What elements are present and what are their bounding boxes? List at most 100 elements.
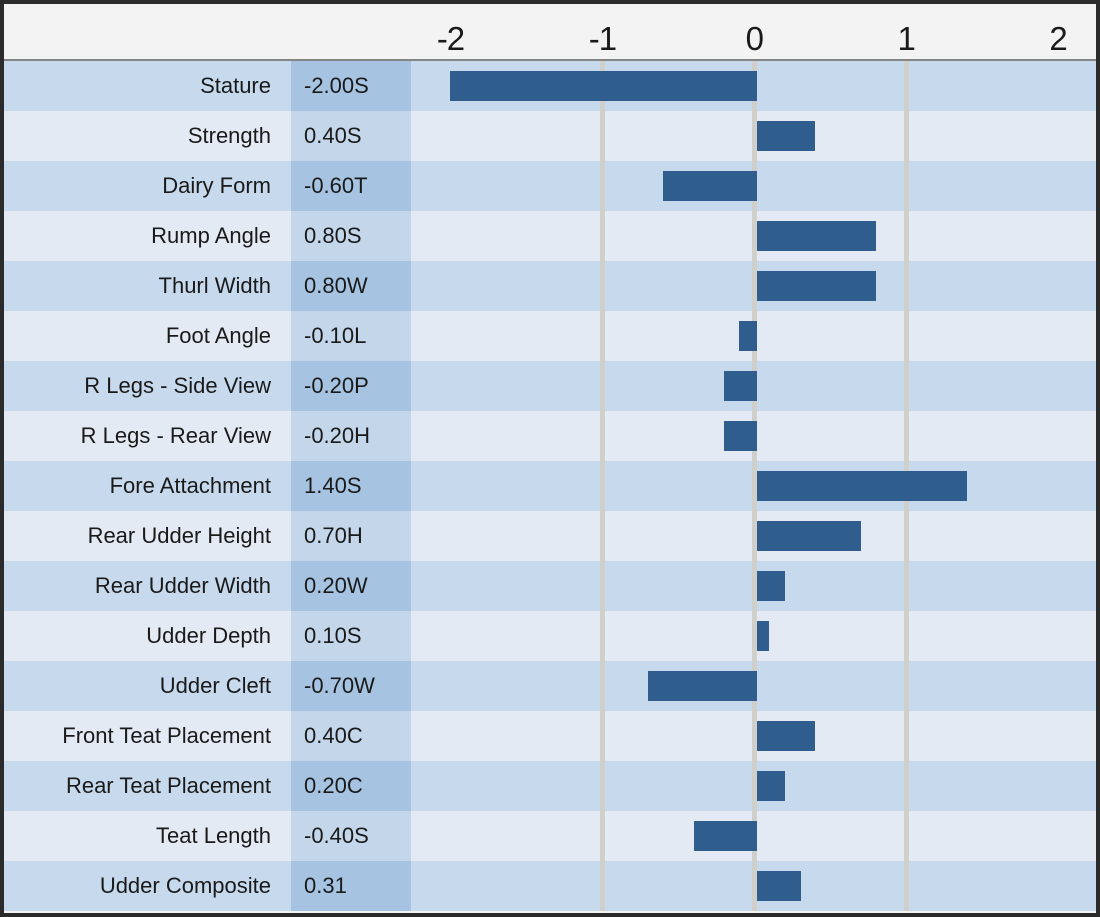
table-row: Front Teat Placement 0.40C [4, 711, 1096, 761]
gridline [903, 261, 909, 311]
trait-value-label: -0.20P [291, 361, 411, 411]
gridline [599, 461, 605, 511]
bar-track [411, 411, 1096, 461]
table-row: Strength 0.40S [4, 111, 1096, 161]
table-row: Stature -2.00S [4, 61, 1096, 111]
gridline [751, 711, 757, 761]
trait-value-label: -0.20H [291, 411, 411, 461]
table-row: Rear Udder Width 0.20W [4, 561, 1096, 611]
gridline [903, 511, 909, 561]
axis-tick-label: -2 [436, 20, 465, 57]
bar-track [411, 861, 1096, 911]
trait-bar [756, 871, 802, 901]
gridline [903, 311, 909, 361]
trait-value-label: 0.20C [291, 761, 411, 811]
table-row: Thurl Width 0.80W [4, 261, 1096, 311]
gridline [903, 561, 909, 611]
axis-tick-label: 0 [745, 20, 764, 57]
trait-bar [693, 821, 757, 851]
axis-tick-label: -1 [588, 20, 617, 57]
trait-label: R Legs - Rear View [4, 411, 291, 461]
trait-bar [756, 621, 770, 651]
table-row: Dairy Form -0.60T [4, 161, 1096, 211]
gridline [903, 711, 909, 761]
trait-label: Dairy Form [4, 161, 291, 211]
trait-bar [756, 721, 815, 751]
table-row: Rear Udder Height 0.70H [4, 511, 1096, 561]
trait-label: Udder Composite [4, 861, 291, 911]
trait-label: Teat Length [4, 811, 291, 861]
bar-track [411, 261, 1096, 311]
gridline [751, 461, 757, 511]
trait-value-label: 0.10S [291, 611, 411, 661]
gridline [751, 511, 757, 561]
trait-bar [723, 421, 757, 451]
gridline [903, 361, 909, 411]
gridline [599, 211, 605, 261]
table-row: Teat Length -0.40S [4, 811, 1096, 861]
gridline [751, 761, 757, 811]
table-row: R Legs - Side View -0.20P [4, 361, 1096, 411]
trait-bar [756, 221, 876, 251]
bar-track [411, 761, 1096, 811]
bar-track [411, 211, 1096, 261]
trait-label: Stature [4, 61, 291, 111]
axis-tick-area: -2 -1 0 1 2 [411, 4, 1096, 59]
gridline [903, 161, 909, 211]
gridline [599, 161, 605, 211]
trait-label: Rear Udder Width [4, 561, 291, 611]
bar-track [411, 711, 1096, 761]
gridline [751, 211, 757, 261]
trait-value-label: -0.10L [291, 311, 411, 361]
trait-bar [450, 71, 757, 101]
trait-value-label: 0.40S [291, 111, 411, 161]
table-row: Udder Depth 0.10S [4, 611, 1096, 661]
table-row: Rump Angle 0.80S [4, 211, 1096, 261]
trait-label: Thurl Width [4, 261, 291, 311]
bar-track [411, 111, 1096, 161]
trait-label: R Legs - Side View [4, 361, 291, 411]
gridline [599, 361, 605, 411]
trait-bar [723, 371, 757, 401]
gridline [599, 861, 605, 911]
bar-track [411, 461, 1096, 511]
trait-value-label: -0.60T [291, 161, 411, 211]
gridline [599, 661, 605, 711]
gridline [599, 261, 605, 311]
gridline [903, 811, 909, 861]
axis-tick-label: 1 [897, 20, 915, 57]
trait-label: Strength [4, 111, 291, 161]
table-row: Foot Angle -0.10L [4, 311, 1096, 361]
bar-track [411, 661, 1096, 711]
bar-track [411, 161, 1096, 211]
trait-label: Udder Depth [4, 611, 291, 661]
trait-label: Front Teat Placement [4, 711, 291, 761]
trait-value-label: -0.70W [291, 661, 411, 711]
gridline [903, 61, 909, 111]
gridline [903, 761, 909, 811]
axis-header: -2 -1 0 1 2 [4, 4, 1096, 61]
gridline [751, 261, 757, 311]
bar-track [411, 561, 1096, 611]
bar-track [411, 611, 1096, 661]
trait-value-label: -0.40S [291, 811, 411, 861]
trait-value-label: -2.00S [291, 61, 411, 111]
trait-value-label: 0.20W [291, 561, 411, 611]
trait-value-label: 0.40C [291, 711, 411, 761]
table-row: Udder Cleft -0.70W [4, 661, 1096, 711]
trait-bar [756, 471, 967, 501]
bar-track [411, 511, 1096, 561]
trait-bar [756, 521, 861, 551]
table-row: Rear Teat Placement 0.20C [4, 761, 1096, 811]
gridline [599, 311, 605, 361]
gridline [903, 211, 909, 261]
gridline [599, 711, 605, 761]
gridline [599, 511, 605, 561]
axis-tick-label: 2 [1049, 20, 1067, 57]
trait-bar [756, 771, 785, 801]
trait-bar [756, 121, 815, 151]
trait-value-label: 0.70H [291, 511, 411, 561]
table-row: Fore Attachment 1.40S [4, 461, 1096, 511]
trait-value-label: 0.80S [291, 211, 411, 261]
